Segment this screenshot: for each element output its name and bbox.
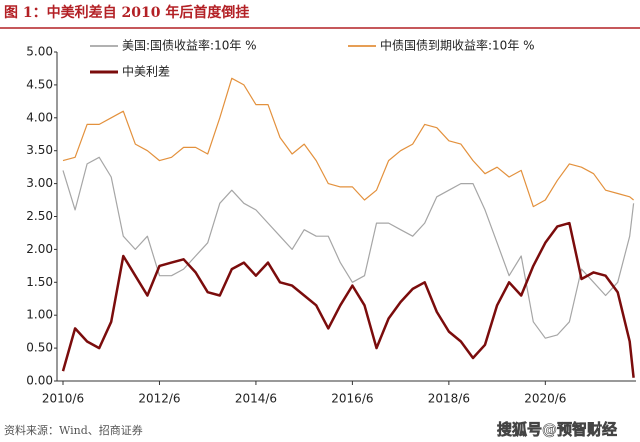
x-tick-label: 2020/6	[524, 392, 566, 406]
chart-title: 图 1：中美利差自 2010 年后首度倒挂	[4, 4, 249, 21]
watermark: 搜狐号@预智财经	[497, 421, 617, 439]
x-tick-label: 2018/6	[428, 392, 470, 406]
y-tick-label: 0.00	[26, 374, 53, 388]
source: 资料来源：Wind、招商证券	[4, 423, 143, 437]
x-tick-label: 2016/6	[331, 392, 373, 406]
y-tick-label: 1.50	[26, 275, 53, 289]
y-tick-label: 4.00	[26, 110, 53, 124]
y-tick-label: 3.00	[26, 176, 53, 190]
x-tick-label: 2010/6	[42, 392, 84, 406]
series-line	[61, 221, 635, 378]
series-line	[62, 77, 634, 208]
series-line	[62, 156, 635, 339]
legend-label: 美国:国债收益率:10年 %	[122, 38, 257, 53]
legend-label: 中债国债到期收益率:10年 %	[380, 38, 535, 53]
y-tick-label: 1.00	[26, 308, 53, 322]
x-tick-label: 2012/6	[138, 392, 180, 406]
y-tick-label: 3.50	[26, 143, 53, 157]
legend-label: 中美利差	[122, 64, 170, 79]
y-tick-label: 4.50	[26, 77, 53, 91]
y-tick-label: 2.50	[26, 209, 53, 223]
x-tick-label: 2014/6	[235, 392, 277, 406]
y-tick-label: 2.00	[26, 242, 53, 256]
y-tick-label: 5.00	[26, 45, 53, 59]
y-tick-label: 0.50	[26, 341, 53, 355]
